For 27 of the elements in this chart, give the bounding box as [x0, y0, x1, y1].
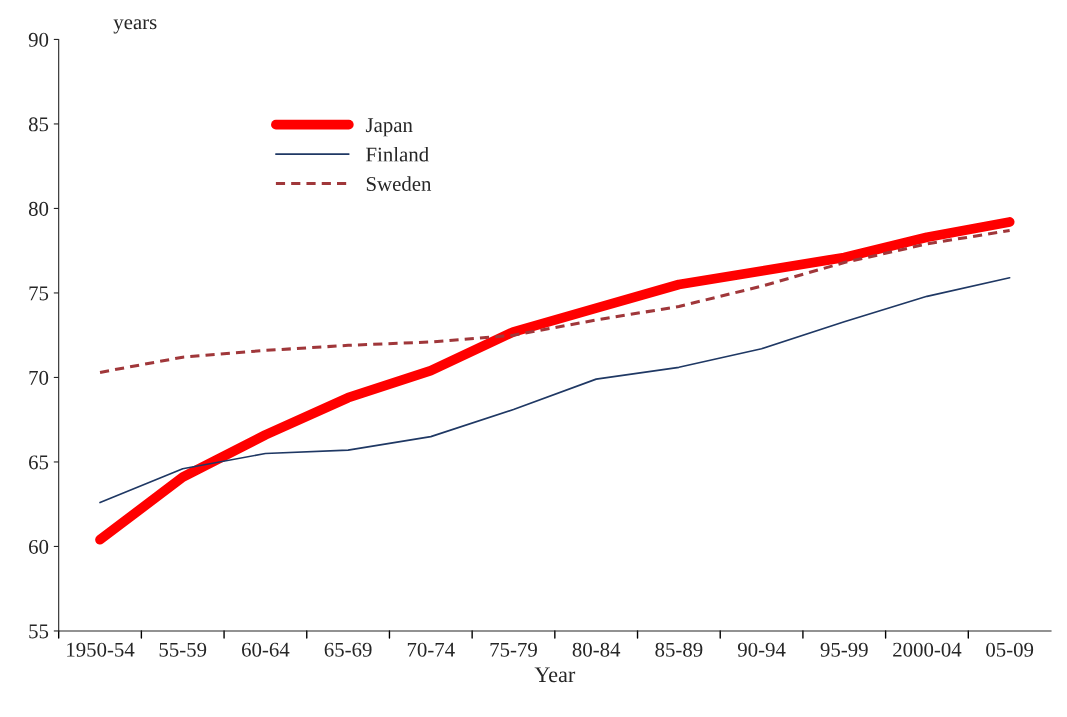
x-tick-label: 55-59 — [159, 642, 207, 657]
x-tick-label: 05-09 — [986, 642, 1034, 657]
x-tick-label: 65-69 — [324, 642, 372, 657]
x-tick-label: 85-89 — [655, 642, 703, 657]
x-tick-label: 60-64 — [242, 642, 290, 657]
line-series — [98, 228, 1012, 374]
x-tick-label: 70-74 — [407, 642, 455, 657]
y-tick-label: 75 — [29, 286, 49, 301]
legend-label: Finland — [366, 146, 429, 162]
x-tick-label: 2000-04 — [893, 642, 962, 657]
x-axis-title: Year — [534, 667, 576, 683]
legend-label: Sweden — [366, 176, 432, 191]
y-tick-label: 60 — [29, 539, 49, 554]
y-tick-label: 80 — [28, 201, 49, 216]
y-tick-label: 70 — [29, 370, 49, 385]
legend-label: Japan — [365, 118, 413, 137]
y-tick-label: 65 — [29, 455, 49, 470]
x-tick-label: 95-99 — [820, 642, 868, 657]
y-tick-label: 85 — [28, 117, 49, 132]
x-tick-label: 75-79 — [490, 642, 537, 657]
line-series — [99, 276, 1011, 504]
x-tick-label: 90-94 — [737, 642, 786, 657]
y-tick-label: 55 — [29, 624, 49, 639]
y-tick-label: 90 — [28, 32, 49, 47]
y-axis-title: years — [113, 19, 157, 34]
x-tick-label: 80-84 — [572, 642, 621, 657]
x-tick-label: 1950-54 — [67, 642, 135, 657]
